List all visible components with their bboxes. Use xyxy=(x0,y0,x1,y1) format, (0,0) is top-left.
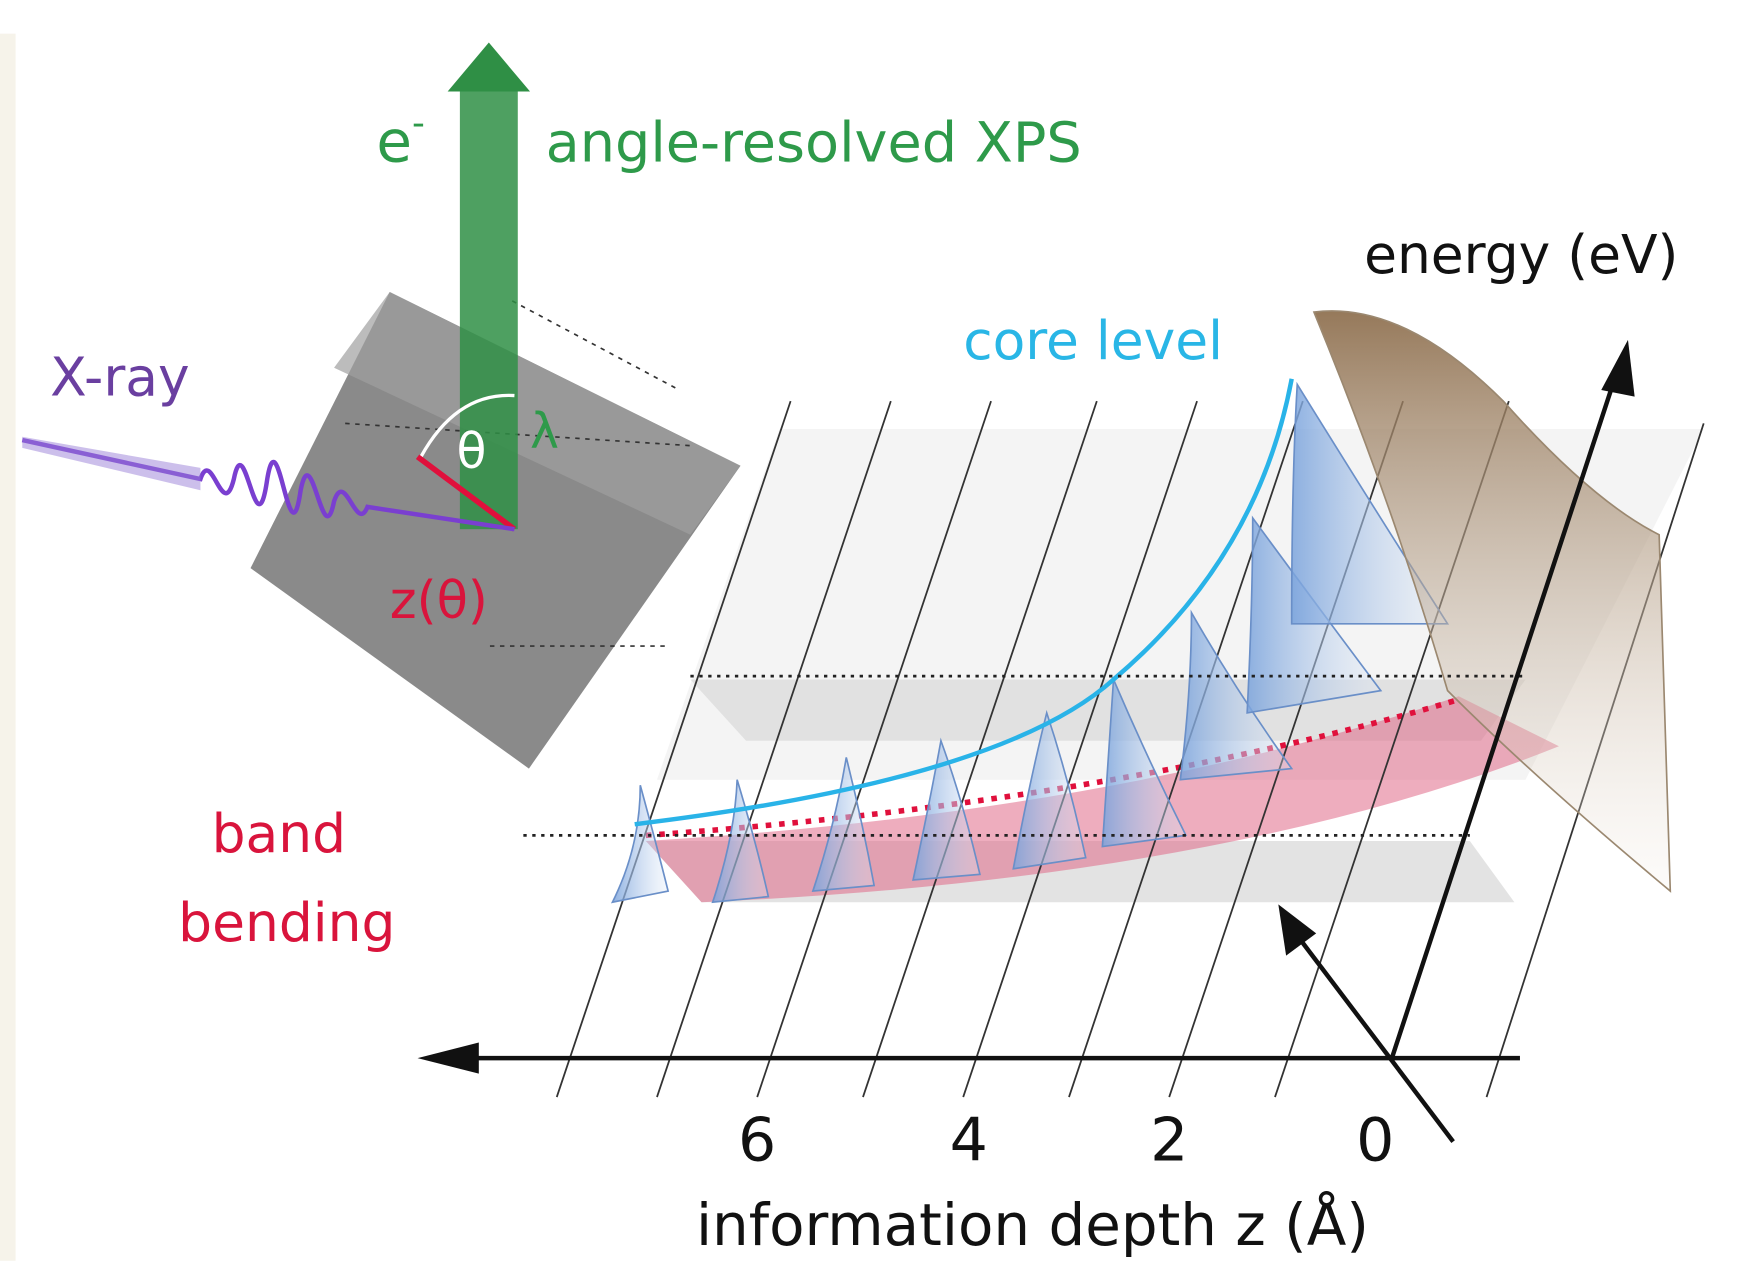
diagram: e- angle-resolved XPS energy (eV) X-ray … xyxy=(0,0,1746,1261)
depth-label: z(θ) xyxy=(390,571,488,631)
edge xyxy=(0,34,16,1261)
electron-charge: - xyxy=(412,103,425,144)
theta-label: θ xyxy=(457,423,487,480)
method-label: angle-resolved XPS xyxy=(546,111,1082,176)
band-bending-label: bending xyxy=(178,891,395,954)
tick-label: 2 xyxy=(1150,1106,1188,1176)
depth-axis-label: information depth z (Å) xyxy=(696,1190,1369,1259)
xray-label: X-ray xyxy=(50,346,190,409)
tick-label: 0 xyxy=(1356,1106,1394,1176)
core-level-label: core level xyxy=(963,309,1223,372)
electron-symbol: e xyxy=(376,108,412,176)
lambda-label: λ xyxy=(530,403,559,460)
tick-label: 6 xyxy=(738,1106,776,1176)
tick-label: 4 xyxy=(950,1106,988,1176)
energy-label: energy (eV) xyxy=(1364,223,1678,286)
band-bending-label: band xyxy=(212,802,346,865)
